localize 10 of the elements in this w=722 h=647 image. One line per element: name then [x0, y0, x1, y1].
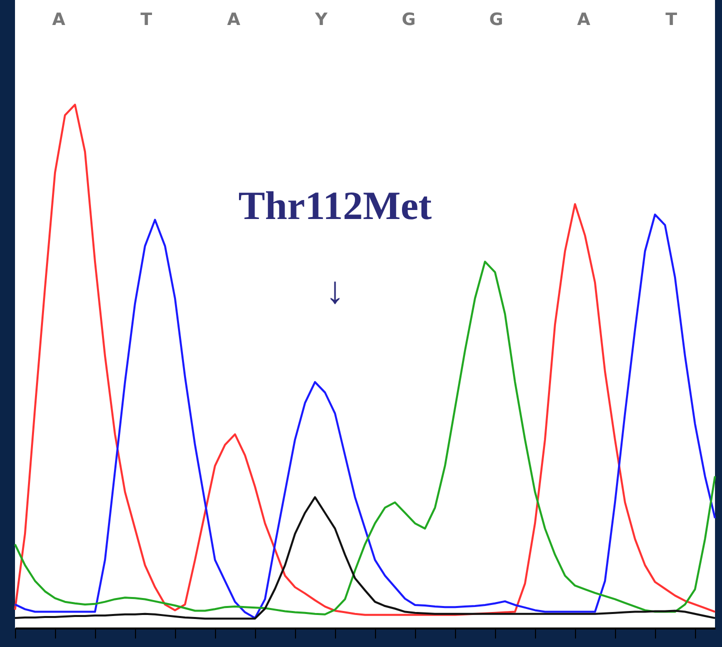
text: T: [140, 10, 152, 30]
text: G: [489, 10, 504, 30]
annotation: Thr112Met: [238, 183, 432, 228]
text: Y: [314, 10, 328, 30]
text: A: [52, 10, 66, 30]
text: G: [402, 10, 416, 30]
text: A: [227, 10, 242, 30]
text: A: [577, 10, 592, 30]
annotation: ↓: [326, 270, 344, 312]
text: T: [665, 10, 678, 30]
